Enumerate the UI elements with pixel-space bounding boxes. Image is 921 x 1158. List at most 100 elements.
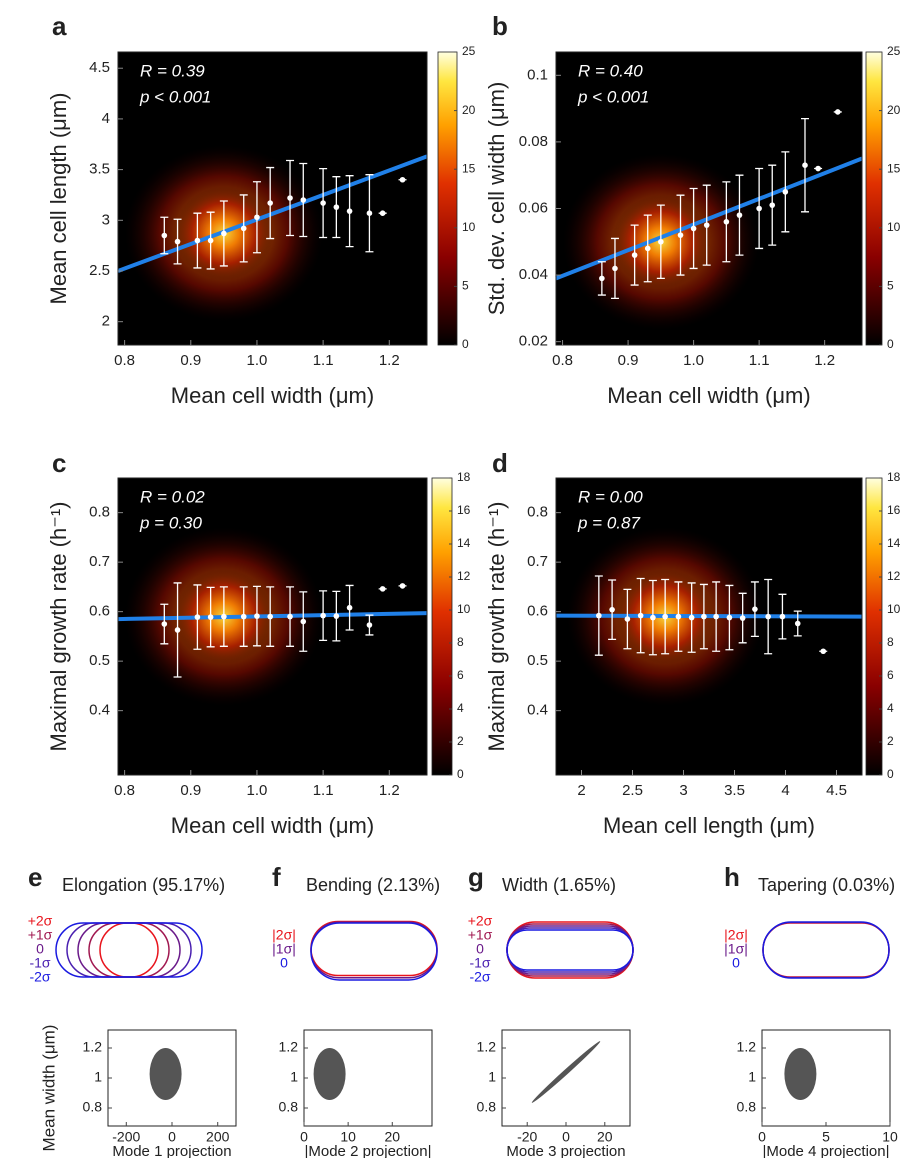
bin-mean bbox=[650, 614, 656, 621]
y-tick-label: 0.04 bbox=[519, 266, 548, 283]
shape-outline bbox=[762, 921, 890, 979]
bin-mean bbox=[240, 613, 247, 620]
colorbar-tick-label: 16 bbox=[457, 503, 471, 517]
colorbar-tick-label: 16 bbox=[887, 503, 901, 517]
colorbar-tick-label: 25 bbox=[887, 44, 901, 58]
colorbar-tick-label: 6 bbox=[457, 668, 464, 682]
colorbar-tick-label: 2 bbox=[887, 734, 894, 748]
level-label: +2σ bbox=[28, 913, 53, 929]
bin-mean bbox=[320, 612, 326, 619]
bin-mean bbox=[612, 265, 618, 272]
bin-mean bbox=[644, 245, 651, 252]
x-tick-label: 200 bbox=[206, 1129, 230, 1145]
x-axis-label: Mean cell length (μm) bbox=[603, 813, 815, 838]
y-tick-label: 0.6 bbox=[527, 603, 548, 620]
bin-mean bbox=[161, 621, 168, 627]
y-tick-label: 4.5 bbox=[89, 59, 110, 76]
fit-line bbox=[555, 156, 863, 281]
level-label: |2σ| bbox=[272, 927, 296, 943]
plot-frame bbox=[117, 51, 428, 346]
bin-mean bbox=[688, 614, 695, 621]
colorbar-tick-label: 14 bbox=[887, 536, 901, 550]
panel-letter: c bbox=[52, 448, 66, 478]
level-label: -2σ bbox=[29, 969, 50, 985]
point-cloud bbox=[149, 1048, 182, 1100]
colorbar bbox=[437, 51, 458, 346]
y-tick-label: 0.1 bbox=[527, 66, 548, 83]
bin-mean bbox=[723, 219, 730, 225]
x-tick-label: 1.2 bbox=[379, 782, 400, 799]
level-label: |1σ| bbox=[272, 941, 296, 957]
level-label: +2σ bbox=[468, 913, 493, 929]
y-axis-label: Mean cell length (μm) bbox=[46, 93, 71, 305]
plot-frame bbox=[117, 477, 428, 776]
annotation: R = 0.40 bbox=[578, 61, 643, 80]
x-tick-label: 20 bbox=[597, 1129, 613, 1145]
bin-mean bbox=[240, 225, 247, 232]
panel-letter: d bbox=[492, 448, 508, 478]
shape-outline bbox=[762, 922, 890, 978]
panel-letter: e bbox=[28, 862, 42, 892]
y-tick-label: 0.8 bbox=[527, 504, 548, 521]
y-axis-label: Mean width (μm) bbox=[39, 1025, 58, 1152]
bin-mean bbox=[624, 616, 631, 622]
bin-mean bbox=[161, 232, 168, 239]
bin-mean bbox=[300, 618, 307, 625]
y-tick-label: 0.4 bbox=[527, 702, 548, 719]
y-axis-label: Maximal growth rate (h⁻¹) bbox=[46, 501, 71, 751]
bin-mean bbox=[366, 622, 373, 628]
level-label: |1σ| bbox=[724, 941, 748, 957]
x-tick-label: 1.1 bbox=[749, 352, 770, 369]
y-tick-label: 1.2 bbox=[737, 1039, 757, 1055]
bin-mean bbox=[834, 109, 841, 115]
y-tick-label: 1 bbox=[94, 1069, 102, 1085]
annotation: p < 0.001 bbox=[139, 87, 211, 106]
point-cloud bbox=[313, 1048, 346, 1100]
x-tick-label: 3.5 bbox=[724, 782, 745, 799]
level-label: 0 bbox=[476, 941, 484, 957]
colorbar-tick-label: 20 bbox=[887, 103, 901, 117]
plot-frame bbox=[555, 51, 863, 346]
x-tick-label: 1.1 bbox=[313, 352, 334, 369]
bin-mean bbox=[194, 237, 201, 244]
x-tick-label: 0 bbox=[562, 1129, 570, 1145]
bin-mean bbox=[726, 614, 733, 621]
x-axis-label: Mean cell width (μm) bbox=[171, 383, 374, 408]
bin-mean bbox=[820, 648, 827, 655]
bin-mean bbox=[267, 613, 273, 620]
bin-mean bbox=[254, 214, 260, 221]
bin-mean bbox=[765, 613, 771, 620]
fit-line bbox=[117, 154, 428, 273]
colorbar-tick-label: 0 bbox=[887, 767, 894, 781]
bin-mean bbox=[599, 275, 605, 282]
bin-mean bbox=[287, 195, 293, 201]
y-tick-label: 3 bbox=[102, 211, 110, 228]
y-tick-label: 1 bbox=[290, 1069, 298, 1085]
y-tick-label: 2 bbox=[102, 313, 110, 330]
x-tick-label: 2 bbox=[577, 782, 585, 799]
colorbar-tick-label: 10 bbox=[887, 602, 901, 616]
bin-mean bbox=[713, 613, 719, 620]
shape-outline bbox=[77, 922, 181, 978]
colorbar bbox=[431, 477, 453, 776]
colorbar-tick-label: 14 bbox=[457, 536, 471, 550]
colorbar-tick-label: 15 bbox=[462, 161, 476, 175]
bin-mean bbox=[675, 613, 682, 620]
level-label: |2σ| bbox=[724, 927, 748, 943]
colorbar-tick-label: 12 bbox=[457, 569, 471, 583]
plot-frame bbox=[501, 1029, 631, 1127]
bin-mean bbox=[320, 200, 326, 206]
bin-mean bbox=[174, 238, 181, 245]
panel-letter: g bbox=[468, 862, 484, 892]
level-label: 0 bbox=[280, 955, 288, 971]
annotation: p = 0.30 bbox=[139, 513, 202, 532]
bin-mean bbox=[399, 583, 406, 589]
y-tick-label: 0.8 bbox=[279, 1099, 299, 1115]
y-tick-label: 0.8 bbox=[83, 1099, 103, 1115]
x-tick-label: 0.8 bbox=[114, 352, 135, 369]
bin-mean bbox=[739, 615, 746, 621]
bin-mean bbox=[379, 210, 386, 217]
panel-letter: b bbox=[492, 11, 508, 41]
colorbar-tick-label: 2 bbox=[457, 734, 464, 748]
